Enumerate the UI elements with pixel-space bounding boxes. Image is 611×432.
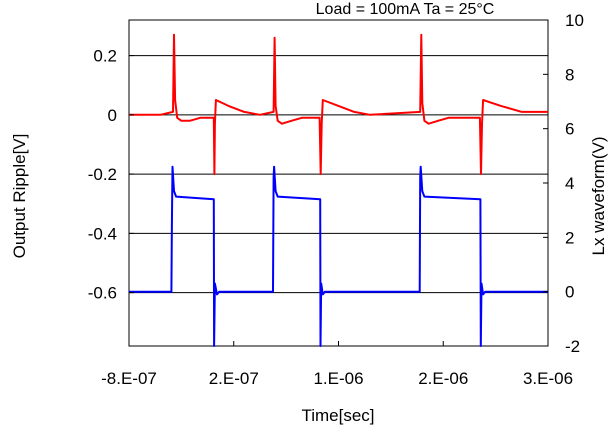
y-left-tick-labels: 0.2 0 -0.2 -0.4 -0.6 <box>88 47 117 303</box>
x-tick-labels: -8.E-07 2.E-07 1.E-06 2.E-06 3.E-06 <box>101 369 573 388</box>
y-right-tick-label-4: 2 <box>565 228 574 247</box>
series-layer <box>129 33 548 347</box>
y-right-tick-label-1: 8 <box>565 65 574 84</box>
x-tick-label-0: -8.E-07 <box>101 369 157 388</box>
x-tick-label-1: 2.E-07 <box>209 369 259 388</box>
x-axis-label: Time[sec] <box>301 406 374 425</box>
y-right-axis-label: Lx waveform(V) <box>589 136 608 255</box>
x-tick-label-4: 3.E-06 <box>523 369 573 388</box>
y-right-tick-label-0: 10 <box>565 11 584 30</box>
plot-frame <box>128 19 549 347</box>
y-left-tick-label-4: -0.6 <box>88 284 117 303</box>
gridlines <box>129 55 548 294</box>
y-left-tick-label-0: 0.2 <box>93 47 117 66</box>
y-right-tick-label-5: 0 <box>565 283 574 302</box>
y-left-tick-label-2: -0.2 <box>88 165 117 184</box>
y-right-tick-label-2: 6 <box>565 120 574 139</box>
y-left-tick-label-1: 0 <box>108 106 117 125</box>
x-tick-label-3: 2.E-06 <box>418 369 468 388</box>
y-right-tick-label-3: 4 <box>565 174 574 193</box>
y-right-tick-labels: 10 8 6 4 2 0 -2 <box>565 11 584 356</box>
plot-title: Load = 100mA Ta = 25°C <box>316 1 495 18</box>
y-left-tick-label-3: -0.4 <box>88 224 117 243</box>
series-line-ripple <box>129 33 548 176</box>
x-tick-label-2: 1.E-06 <box>313 369 363 388</box>
series-line-lx <box>129 165 548 347</box>
tick-marks <box>128 19 549 347</box>
y-left-axis-label: Output Ripple[V] <box>10 134 29 259</box>
y-right-tick-label-6: -2 <box>565 337 580 356</box>
